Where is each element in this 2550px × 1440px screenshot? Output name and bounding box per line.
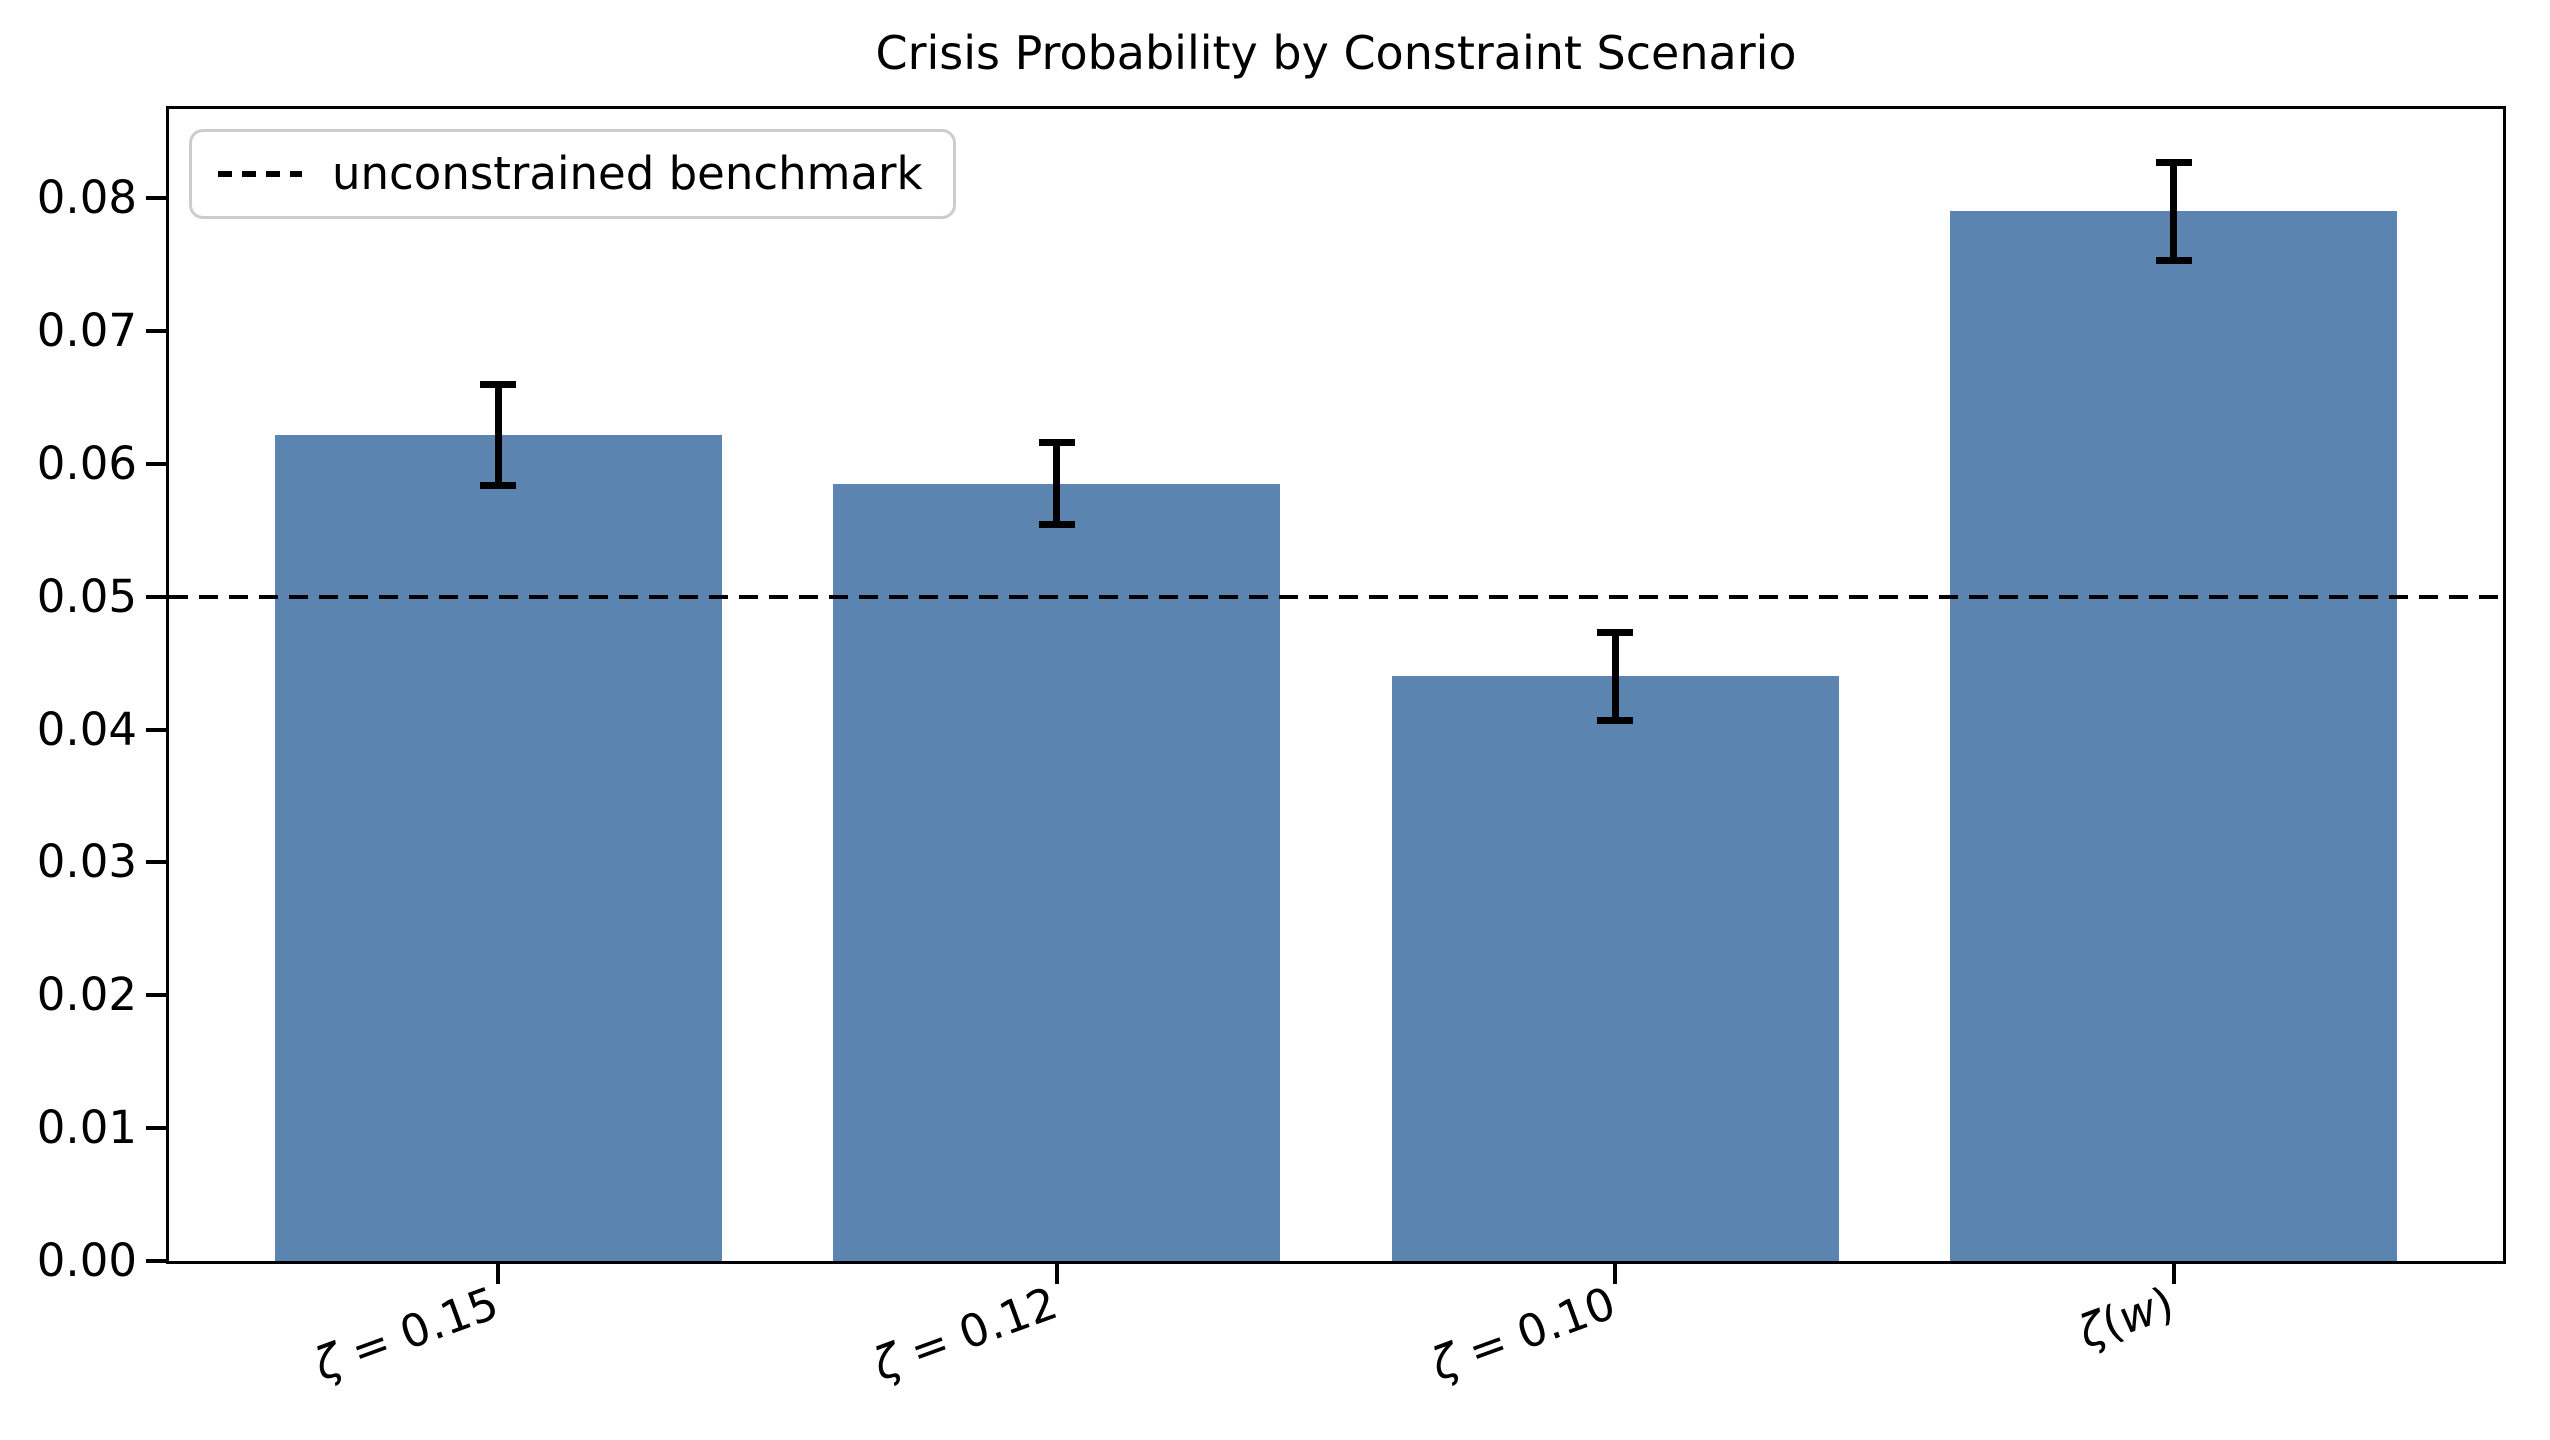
bar-3	[1950, 211, 2397, 1261]
benchmark-dashed-line	[169, 594, 2503, 599]
y-tick-label-0: 0.00	[36, 1234, 137, 1287]
error-bar-3	[2170, 162, 2178, 261]
x-tick-label-1: ζ = 0.12	[866, 1276, 1064, 1392]
bar-0	[275, 434, 722, 1261]
x-tick-label-3: ζ(w)	[2071, 1276, 2181, 1359]
legend-label: unconstrained benchmark	[332, 147, 923, 200]
error-bar-0-bottom-cap	[480, 481, 517, 489]
error-bar-0-top-cap	[480, 380, 517, 388]
bar-1	[833, 483, 1281, 1261]
y-tick-label-4: 0.04	[36, 702, 137, 756]
y-tick-mark-2	[146, 993, 166, 998]
error-bar-1-top-cap	[1038, 439, 1075, 446]
error-bar-2-bottom-cap	[1597, 716, 1634, 724]
y-tick-mark-8	[146, 196, 166, 201]
y-tick-mark-1	[146, 1126, 166, 1131]
y-tick-mark-0	[146, 1259, 166, 1263]
y-tick-label-3: 0.03	[36, 835, 137, 889]
y-tick-mark-4	[146, 727, 166, 732]
y-tick-label-8: 0.08	[36, 171, 137, 225]
y-tick-mark-5	[146, 594, 166, 599]
plot-area: 0.00 0.01 0.02 0.03 0.04 0.05 0.06 0.07 0.08 ζ =…	[37, 106, 2506, 1391]
x-tick-label-0: ζ = 0.15	[307, 1276, 506, 1392]
error-bar-2	[1611, 632, 1619, 721]
error-bar-3-bottom-cap	[2155, 256, 2192, 264]
y-tick-label-1: 0.01	[36, 1101, 137, 1155]
x-tick-mark-3	[2171, 1264, 2176, 1284]
x-tick-mark-0	[496, 1264, 501, 1284]
x-tick-mark-2	[1613, 1264, 1618, 1284]
legend-dashed-line-sample	[218, 171, 302, 177]
error-bar-2-top-cap	[1597, 629, 1634, 636]
bar-2	[1391, 676, 1839, 1261]
x-tick-mark-1	[1054, 1264, 1059, 1284]
error-bar-1	[1053, 442, 1061, 525]
y-tick-label-7: 0.07	[36, 303, 137, 357]
y-tick-mark-6	[146, 461, 166, 466]
error-bar-0	[494, 384, 502, 485]
chart-title: Crisis Probability by Constraint Scenari…	[875, 26, 1797, 80]
legend: unconstrained benchmark	[189, 129, 956, 219]
y-tick-label-6: 0.06	[36, 436, 137, 490]
y-tick-label-2: 0.02	[36, 968, 137, 1022]
y-tick-mark-7	[146, 328, 166, 333]
error-bar-1-bottom-cap	[1038, 521, 1075, 529]
x-tick-label-2: ζ = 0.10	[1424, 1276, 1623, 1392]
error-bar-3-top-cap	[2155, 158, 2192, 166]
y-tick-mark-3	[146, 860, 166, 865]
y-tick-label-5: 0.05	[36, 569, 137, 623]
